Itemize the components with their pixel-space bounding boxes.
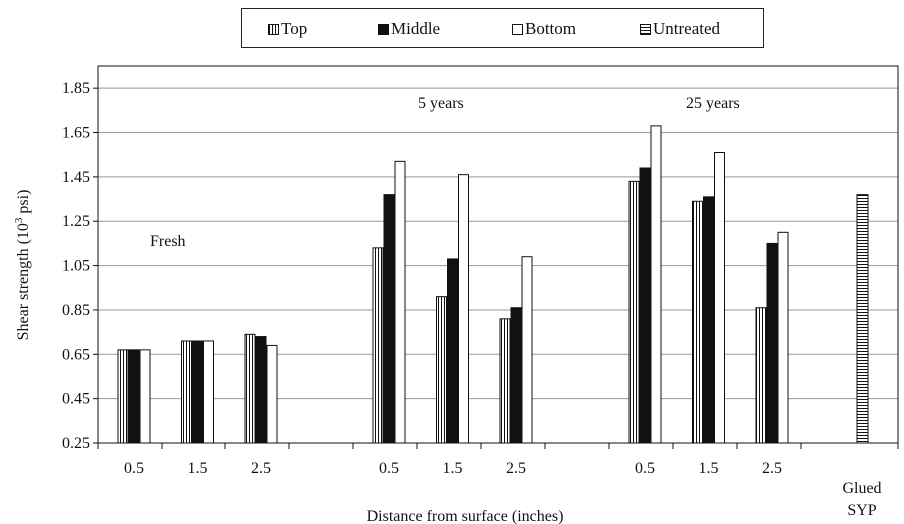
legend-item-bottom: Bottom bbox=[512, 19, 576, 39]
bar-top bbox=[628, 180, 640, 444]
y-tick-label: 1.45 bbox=[62, 169, 90, 186]
bar-bottom bbox=[266, 344, 278, 444]
legend-item-untreated: Untreated bbox=[640, 19, 720, 39]
legend-item-top: Top bbox=[268, 19, 307, 39]
y-axis-title: Shear strength (103 psi) bbox=[13, 190, 32, 341]
legend-label-middle: Middle bbox=[391, 19, 441, 38]
bar-top bbox=[755, 307, 767, 444]
bar-top bbox=[692, 200, 703, 444]
x-tick-label: 0.5 bbox=[124, 460, 144, 477]
bar-bottom bbox=[203, 340, 214, 444]
legend-label-untreated: Untreated bbox=[653, 19, 721, 38]
bar-top bbox=[181, 340, 192, 444]
y-axis-title-main: Shear strength (10 bbox=[15, 223, 32, 340]
legend-label-top: Top bbox=[281, 19, 308, 38]
x-tick-label: 0.5 bbox=[635, 460, 655, 477]
y-tick-label: 0.65 bbox=[62, 346, 90, 363]
plot-area-border bbox=[97, 65, 899, 444]
bar-top bbox=[372, 247, 384, 444]
legend: Top Middle Bottom Untreated bbox=[241, 8, 764, 48]
bar-middle bbox=[766, 242, 778, 444]
legend-item-middle: Middle bbox=[378, 19, 440, 39]
untreated-swatch-icon bbox=[640, 24, 651, 35]
x-tick-label: 1.5 bbox=[443, 460, 463, 477]
group-annotation: 25 years bbox=[686, 95, 740, 112]
axes bbox=[93, 65, 899, 449]
x-tick-label: 2.5 bbox=[762, 460, 782, 477]
legend-label-bottom: Bottom bbox=[525, 19, 577, 38]
middle-swatch-icon bbox=[378, 24, 389, 35]
group-annotation: Fresh bbox=[150, 233, 186, 250]
bar-top bbox=[117, 349, 129, 444]
bar-middle bbox=[192, 340, 203, 444]
bar-middle bbox=[510, 307, 522, 444]
bar-middle bbox=[128, 349, 140, 444]
x-tick-label-syp: SYP bbox=[847, 502, 876, 519]
y-tick-label: 1.05 bbox=[62, 258, 90, 275]
y-axis-title-unit: psi) bbox=[15, 190, 32, 218]
bar-bottom bbox=[458, 174, 469, 444]
bar-middle bbox=[447, 258, 458, 444]
x-tick-label: 0.5 bbox=[379, 460, 399, 477]
x-tick-label: 1.5 bbox=[188, 460, 208, 477]
y-tick-label: 0.85 bbox=[62, 302, 90, 319]
x-tick-label-glued: Glued bbox=[842, 480, 881, 497]
bar-middle bbox=[255, 336, 267, 444]
top-swatch-icon bbox=[268, 24, 279, 35]
y-axis-title-exponent: 3 bbox=[13, 217, 25, 223]
bar-middle bbox=[383, 194, 395, 444]
bar-bottom bbox=[394, 160, 406, 444]
y-tick-label: 0.45 bbox=[62, 391, 90, 408]
x-tick-label: 1.5 bbox=[699, 460, 719, 477]
bar-middle bbox=[639, 167, 651, 444]
bar-top bbox=[436, 296, 447, 444]
bar-bottom bbox=[139, 349, 151, 444]
bar-bottom bbox=[714, 151, 725, 444]
x-tick-label: 2.5 bbox=[251, 460, 271, 477]
y-tick-label: 0.25 bbox=[62, 435, 90, 452]
x-tick-label: 2.5 bbox=[506, 460, 526, 477]
y-tick-label: 1.25 bbox=[62, 213, 90, 230]
bar-bottom bbox=[650, 125, 662, 444]
bar-bottom bbox=[777, 231, 789, 444]
bar-top bbox=[244, 333, 256, 444]
y-tick-label: 1.65 bbox=[62, 125, 90, 142]
labels: 0.25 0.45 0.65 0.85 1.05 1.25 1.45 1.65 1.85 0.5 1… bbox=[62, 80, 882, 524]
bar-untreated bbox=[856, 194, 869, 444]
bar-middle bbox=[703, 196, 714, 444]
group-annotation: 5 years bbox=[418, 95, 464, 112]
y-tick-label: 1.85 bbox=[62, 80, 90, 97]
bar-top bbox=[499, 318, 511, 444]
bottom-swatch-icon bbox=[512, 24, 523, 35]
x-axis-title: Distance from surface (inches) bbox=[367, 508, 564, 524]
bars bbox=[117, 125, 869, 444]
bar-bottom bbox=[521, 256, 533, 444]
